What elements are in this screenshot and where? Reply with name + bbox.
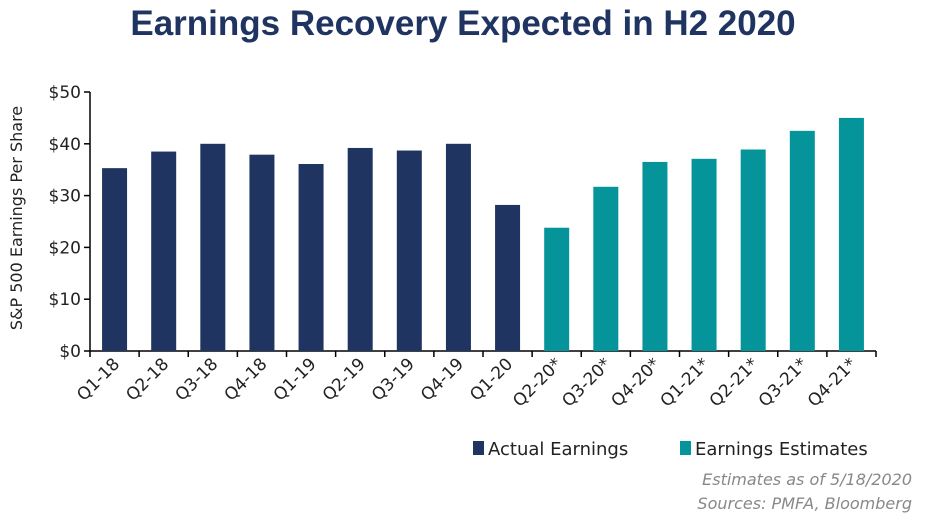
bar-q3-19 bbox=[396, 150, 422, 351]
x-tick-label: Q2-21* bbox=[706, 354, 763, 411]
bar-q1-19 bbox=[298, 164, 324, 351]
sources-note: Sources: PMFA, Bloomberg bbox=[697, 494, 912, 513]
bar-q2-21-est bbox=[740, 149, 766, 351]
bar-q1-18 bbox=[102, 168, 128, 351]
chart-title: Earnings Recovery Expected in H2 2020 bbox=[130, 4, 795, 43]
x-tick-label: Q2-18 bbox=[122, 354, 173, 405]
bar-q4-20-est bbox=[642, 161, 668, 351]
bar-q2-19 bbox=[347, 147, 373, 351]
y-tick-label: $50 bbox=[49, 83, 81, 103]
x-tick-label: Q4-21* bbox=[804, 354, 861, 411]
x-tick-label: Q2-19 bbox=[319, 354, 370, 405]
x-tick-labels: Q1-18Q2-18Q3-18Q4-18Q1-19Q2-19Q3-19Q4-19… bbox=[73, 354, 861, 411]
bar-q4-18 bbox=[249, 154, 275, 351]
bars bbox=[102, 117, 864, 352]
x-tick-label: Q3-19 bbox=[368, 354, 419, 405]
y-tick-label: $20 bbox=[49, 238, 81, 258]
bar-q1-20 bbox=[495, 204, 521, 351]
estimates-date-note: Estimates as of 5/18/2020 bbox=[702, 470, 912, 489]
y-tick-label: $30 bbox=[49, 187, 81, 207]
legend-label-estimates: Earnings Estimates bbox=[695, 439, 868, 460]
x-tick-label: Q2-20* bbox=[509, 354, 566, 411]
bar-q2-18 bbox=[151, 151, 177, 351]
y-tick-label: $40 bbox=[49, 135, 81, 155]
bar-q4-21-est bbox=[838, 117, 864, 352]
x-tick-label: Q4-18 bbox=[221, 354, 272, 405]
bar-q3-20-est bbox=[593, 186, 619, 351]
x-tick-label: Q1-18 bbox=[73, 354, 124, 405]
x-tick-label: Q3-20* bbox=[558, 354, 615, 411]
x-tick-label: Q4-19 bbox=[417, 354, 468, 405]
bar-q4-19 bbox=[445, 143, 471, 351]
y-tick-label: $10 bbox=[49, 290, 81, 310]
x-tick-label: Q4-20* bbox=[608, 354, 665, 411]
bar-q3-18 bbox=[200, 143, 226, 351]
legend-label-actual: Actual Earnings bbox=[488, 439, 628, 460]
x-tick-label: Q3-18 bbox=[171, 354, 222, 405]
x-tick-label: Q1-21* bbox=[657, 354, 714, 411]
x-tick-label: Q3-21* bbox=[755, 354, 812, 411]
y-tick-label: $0 bbox=[59, 342, 81, 362]
bar-q3-21-est bbox=[789, 130, 815, 351]
legend: Actual Earnings Earnings Estimates bbox=[473, 439, 868, 460]
legend-swatch-actual bbox=[473, 441, 484, 455]
y-axis-label: S&P 500 Earnings Per Share bbox=[7, 106, 26, 330]
x-tick-label: Q1-19 bbox=[270, 354, 321, 405]
y-tick-labels: $0 $10 $20 $30 $40 $50 bbox=[49, 83, 81, 362]
legend-swatch-estimates bbox=[680, 441, 691, 455]
bar-q2-20-est bbox=[544, 227, 570, 351]
bar-q1-21-est bbox=[691, 158, 717, 351]
